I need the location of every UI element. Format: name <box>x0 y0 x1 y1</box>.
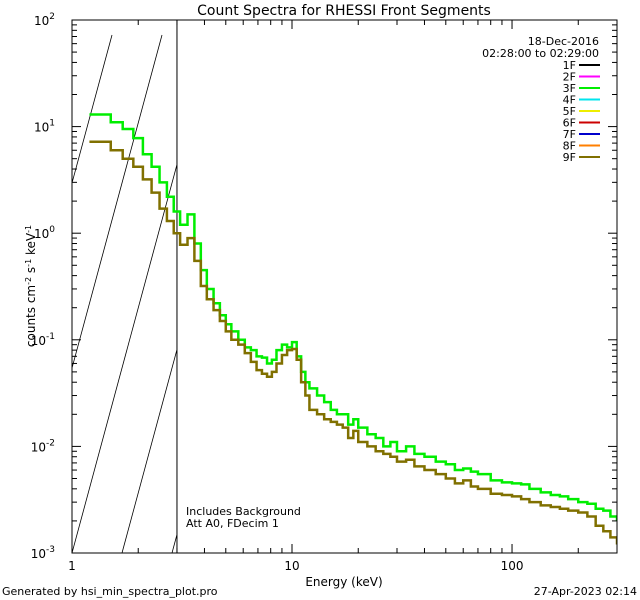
date-label: 18-Dec-2016 <box>528 35 599 48</box>
x-tick-labels: 1 10 100 <box>68 559 523 573</box>
hatch-line <box>0 35 12 553</box>
y-tick-label: 10-1 <box>31 332 55 348</box>
hatch-line <box>622 35 640 553</box>
x-tick-label: 10 <box>284 559 299 573</box>
y-tick-label: 100 <box>34 225 55 241</box>
hatch-line <box>72 34 113 185</box>
y-tick-label: 101 <box>34 119 55 135</box>
plot-frame <box>71 19 618 554</box>
legend-label-2F: 2F <box>563 71 576 84</box>
x-tick-label: 1 <box>68 559 76 573</box>
x-tick-label: 100 <box>501 559 524 573</box>
legend-label-4F: 4F <box>563 94 576 107</box>
series-group <box>89 113 617 545</box>
axis-ticks <box>71 19 618 554</box>
y-axis-label: counts cm-2 s-1 keV-1 <box>24 225 39 347</box>
legend-label-3F: 3F <box>563 82 576 95</box>
legend-label-6F: 6F <box>563 117 576 130</box>
y-tick-labels: 10-3 10-2 10-1 100 101 102 <box>31 12 56 561</box>
legend-label-7F: 7F <box>563 128 576 141</box>
annotation-attenuator: Att A0, FDecim 1 <box>186 517 279 530</box>
hatch-line <box>72 34 163 370</box>
y-tick-label: 102 <box>34 12 55 28</box>
legend-label-9F: 9F <box>563 151 576 164</box>
x-axis-label: Energy (keV) <box>305 575 382 589</box>
legend-label-5F: 5F <box>563 105 576 118</box>
generated-by-label: Generated by hsi_min_spectra_plot.pro <box>2 585 218 598</box>
y-tick-label: 10-3 <box>31 545 55 561</box>
time-range-label: 02:28:00 to 02:29:00 <box>482 47 599 60</box>
plot-background <box>176 20 617 553</box>
chart-title: Count Spectra for RHESSI Front Segments <box>197 3 491 19</box>
y-tick-label: 10-2 <box>31 438 55 454</box>
series-line-9F <box>89 140 617 545</box>
footer-timestamp: 27-Apr-2023 02:14 <box>534 585 637 598</box>
legend-label-1F: 1F <box>563 59 576 72</box>
annotation-background: Includes Background <box>186 505 301 518</box>
excluded-region-hatch <box>0 20 640 553</box>
legend-label-8F: 8F <box>563 140 576 153</box>
